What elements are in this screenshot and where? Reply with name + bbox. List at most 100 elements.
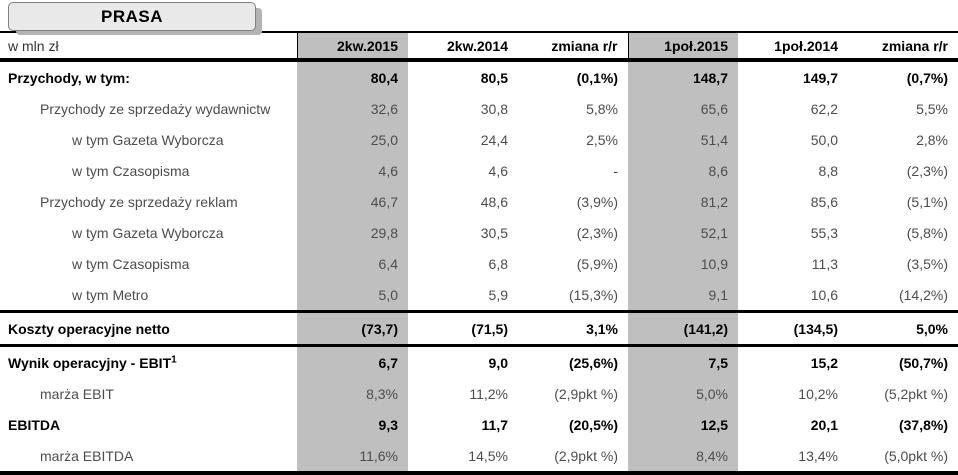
cell-value: 11,6% (297, 440, 408, 475)
row-label: w tym Gazeta Wyborcza (72, 131, 224, 148)
cell-value: (5,0pkt %) (848, 440, 958, 475)
header-row: w mln zł 2kw.2015 2kw.2014 zmiana r/r 1p… (0, 33, 958, 62)
cell-value: (25,6%) (568, 354, 618, 371)
cell-value: 46,7 (297, 186, 408, 217)
cell-value: 8,4% (628, 440, 738, 475)
cell-value: 4,6 (297, 155, 408, 186)
table-row-koszty: Koszty operacyjne netto (73,7) (71,5) 3,… (0, 311, 958, 347)
cell-value: 12,5 (628, 409, 738, 440)
cell-value: 10,2% (798, 385, 838, 402)
unit-label: w mln zł (0, 33, 297, 62)
cell-value: 32,6 (297, 93, 408, 124)
cell-value: 20,1 (810, 416, 838, 433)
cell-value: 30,8 (480, 100, 508, 117)
cell-value: 5,8% (586, 100, 618, 117)
cell-value: (2,3%) (906, 162, 948, 179)
table-row-czasopisma-reklama: w tym Czasopisma 6,4 6,8 (5,9%) 10,9 11,… (0, 248, 958, 279)
row-label: w tym Gazeta Wyborcza (72, 224, 224, 241)
cell-value: (50,7%) (898, 354, 948, 371)
cell-value: 5,0 (297, 279, 408, 313)
cell-value: (37,8%) (898, 416, 948, 433)
cell-value: 3,1% (518, 311, 628, 347)
cell-value: 14,5% (408, 440, 518, 475)
cell-value: 5,0% (848, 311, 958, 347)
column-header-2kw2015: 2kw.2015 (296, 33, 408, 62)
cell-value: 9,0 (488, 354, 508, 371)
row-label: Przychody ze sprzedaży wydawnictw (40, 100, 271, 117)
cell-value: 4,6 (488, 162, 508, 179)
column-header-zmiana-q: zmiana r/r (518, 33, 628, 62)
cell-value: 9,1 (628, 279, 738, 313)
cell-value: (2,3%) (576, 224, 618, 241)
column-header-1pol2014: 1poł.2014 (738, 33, 848, 62)
table-row-marza-ebit: marża EBIT 8,3% 11,2% (2,9pkt %) 5,0% 10… (0, 378, 958, 409)
header-band: PRASA (0, 0, 958, 33)
cell-value: 24,4 (480, 131, 508, 148)
cell-value: 10,9 (628, 248, 738, 279)
cell-value: 11,3 (811, 255, 838, 272)
row-label: EBITDA (8, 416, 61, 433)
cell-value: 15,2 (810, 354, 838, 371)
column-header-zmiana-h: zmiana r/r (848, 33, 958, 62)
cell-value: 25,0 (297, 124, 408, 155)
cell-value: 10,6 (738, 279, 848, 313)
table-row-przychody: Przychody, w tym: 80,4 80,5 (0,1%) 148,7… (0, 60, 958, 93)
prasa-section-tab[interactable]: PRASA (8, 2, 256, 31)
cell-value: (0,1%) (576, 69, 618, 86)
cell-value: (71,5) (408, 311, 518, 347)
row-label-text: Wynik operacyjny - EBIT (8, 354, 172, 371)
column-header-2kw2014: 2kw.2014 (408, 33, 518, 62)
row-label: Wynik operacyjny - EBIT1 (0, 346, 297, 379)
footnote-ref: 1 (171, 353, 177, 365)
cell-value: (2,9pkt %) (518, 440, 628, 475)
cell-value: 2,5% (586, 131, 618, 148)
cell-value: 8,3% (297, 378, 408, 409)
cell-value: 55,3 (810, 224, 838, 241)
row-label: Koszty operacyjne netto (0, 311, 297, 347)
table-row-czasopisma-wydawnictwa: w tym Czasopisma 4,6 4,6 - 8,6 8,8 (2,3%… (0, 155, 958, 186)
cell-value: 80,4 (297, 60, 408, 93)
cell-value: 6,4 (297, 248, 408, 279)
cell-value: (14,2%) (848, 279, 958, 313)
cell-value: 50,0 (810, 131, 838, 148)
cell-value: (141,2) (628, 311, 738, 347)
cell-value: 8,8 (818, 162, 838, 179)
cell-value: 30,5 (480, 224, 508, 241)
prasa-tab-label: PRASA (100, 6, 163, 26)
cell-value: (20,5%) (568, 416, 618, 433)
cell-value: 6,7 (297, 345, 408, 378)
cell-value: 29,8 (297, 217, 408, 248)
cell-value: (5,8%) (906, 224, 948, 241)
cell-value: 51,4 (628, 124, 738, 155)
table-row-gw-reklama: w tym Gazeta Wyborcza 29,8 30,5 (2,3%) 5… (0, 217, 958, 248)
cell-value: 11,7 (481, 416, 508, 433)
cell-value: 148,7 (628, 60, 738, 93)
cell-value: 65,6 (628, 93, 738, 124)
table-row-ebit: Wynik operacyjny - EBIT1 6,7 9,0 (25,6%)… (0, 345, 958, 379)
table-row-marza-ebitda: marża EBITDA 11,6% 14,5% (2,9pkt %) 8,4%… (0, 440, 958, 475)
cell-value: 5,5% (916, 100, 948, 117)
cell-value: (5,2pkt %) (884, 385, 948, 402)
cell-value: (5,9%) (576, 255, 618, 272)
table-row-gw-wydawnictwa: w tym Gazeta Wyborcza 25,0 24,4 2,5% 51,… (0, 124, 958, 155)
row-label: marża EBIT (40, 385, 114, 402)
table-row-metro: w tym Metro 5,0 5,9 (15,3%) 9,1 10,6 (14… (0, 279, 958, 313)
cell-value: 2,8% (916, 131, 948, 148)
cell-value: 8,6 (628, 155, 738, 186)
cell-value: 80,5 (480, 69, 508, 86)
cell-value: (3,9%) (576, 193, 618, 210)
cell-value: (3,5%) (906, 255, 948, 272)
cell-value: (15,3%) (518, 279, 628, 313)
row-label: Przychody, w tym: (8, 69, 130, 86)
table-row-sprzedaz-reklam: Przychody ze sprzedaży reklam 46,7 48,6 … (0, 186, 958, 217)
cell-value: 48,6 (480, 193, 508, 210)
cell-value: 5,9 (408, 279, 518, 313)
row-label: w tym Metro (0, 279, 297, 313)
cell-value: 5,0% (628, 378, 738, 409)
column-header-1pol2015: 1poł.2015 (627, 33, 738, 62)
cell-value: 9,3 (297, 409, 408, 440)
cell-value: (0,7%) (906, 69, 948, 86)
table-row-ebitda: EBITDA 9,3 11,7 (20,5%) 12,5 20,1 (37,8%… (0, 409, 958, 440)
financial-table: w mln zł 2kw.2015 2kw.2014 zmiana r/r 1p… (0, 33, 958, 475)
cell-value: 13,4% (738, 440, 848, 475)
